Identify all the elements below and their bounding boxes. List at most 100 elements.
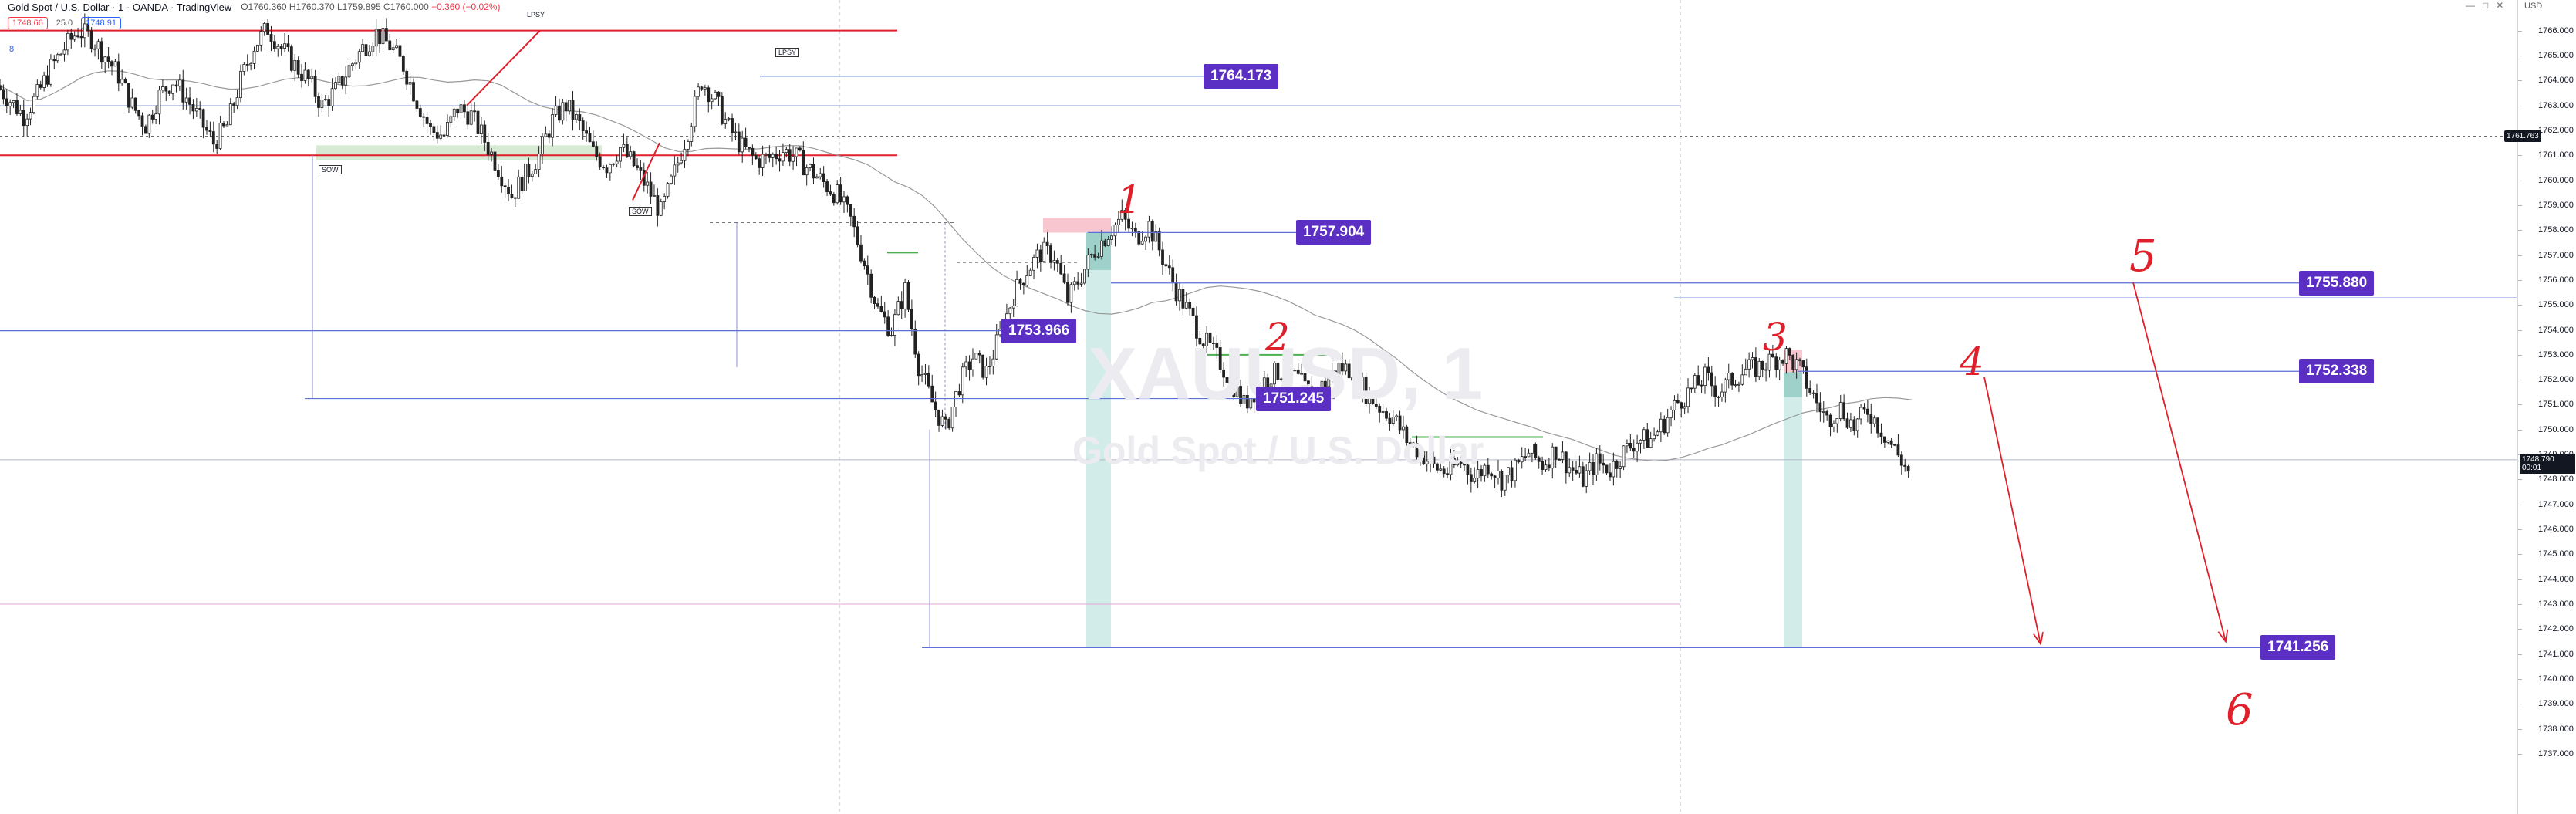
candle-body bbox=[1622, 445, 1626, 468]
candle-body bbox=[625, 144, 629, 157]
candle-body bbox=[432, 126, 436, 133]
entry-zone bbox=[1086, 232, 1111, 270]
candle-body bbox=[1330, 370, 1334, 380]
candle-body bbox=[825, 181, 829, 192]
candle-body bbox=[1571, 467, 1575, 471]
level-price-box[interactable]: 1764.173 bbox=[1204, 63, 1279, 89]
candle-body bbox=[262, 23, 266, 32]
candle-body bbox=[1480, 469, 1483, 477]
candle-body bbox=[500, 176, 504, 187]
candle-body bbox=[1791, 354, 1795, 370]
candle-body bbox=[1835, 418, 1839, 424]
candle-body bbox=[32, 96, 35, 113]
candle-body bbox=[1408, 442, 1412, 444]
y-tick-mark bbox=[2518, 554, 2522, 556]
candle-body bbox=[2, 89, 5, 100]
candle-body bbox=[1602, 462, 1605, 466]
candle-body bbox=[809, 164, 812, 168]
y-tick-mark bbox=[2518, 679, 2522, 680]
candle-body bbox=[103, 56, 107, 63]
y-tick-mark bbox=[2518, 354, 2522, 356]
level-price-box[interactable]: 1751.245 bbox=[1256, 386, 1332, 411]
y-tick-label: 1764.000 bbox=[2538, 76, 2574, 86]
candle-body bbox=[1903, 464, 1907, 467]
y-tick-mark bbox=[2518, 255, 2522, 256]
minimize-icon[interactable]: — bbox=[2466, 0, 2475, 11]
candle-body bbox=[296, 60, 300, 75]
candle-body bbox=[1052, 260, 1056, 263]
price-axis[interactable]: USD 1766.000 1765.000 1764.000 1763.000 1762… bbox=[2517, 0, 2576, 814]
candle-body bbox=[1300, 373, 1304, 375]
candle-body bbox=[605, 167, 609, 174]
candle-body bbox=[1581, 466, 1585, 487]
y-tick-mark bbox=[2518, 80, 2522, 82]
candle-body bbox=[863, 260, 866, 267]
candle-body bbox=[1466, 464, 1470, 475]
y-tick-label: 1738.000 bbox=[2538, 724, 2574, 734]
candle-body bbox=[1774, 356, 1778, 370]
candle-body bbox=[744, 137, 748, 147]
candle-body bbox=[1534, 444, 1538, 458]
candle-body bbox=[1517, 459, 1521, 463]
candle-body bbox=[1324, 380, 1327, 387]
candle-body bbox=[384, 28, 388, 42]
candle-body bbox=[1235, 386, 1239, 397]
y-tick-mark bbox=[2518, 604, 2522, 606]
candle-body bbox=[201, 109, 205, 128]
level-price-box[interactable]: 1755.880 bbox=[2299, 270, 2375, 296]
candle-body bbox=[1541, 461, 1544, 470]
y-tick-label: 1760.000 bbox=[2538, 175, 2574, 185]
sell-button[interactable]: 1748.66 bbox=[8, 17, 48, 29]
candle-body bbox=[225, 124, 229, 127]
level-price-box[interactable]: 1753.966 bbox=[1001, 318, 1077, 343]
candle-body bbox=[731, 118, 734, 133]
candle-body bbox=[1228, 377, 1232, 383]
candle-body bbox=[242, 64, 246, 72]
buy-button[interactable]: 1748.91 bbox=[81, 17, 121, 29]
candle-body bbox=[1828, 414, 1832, 427]
close-icon[interactable]: ✕ bbox=[2496, 0, 2504, 11]
candle-body bbox=[1025, 275, 1029, 285]
candle-body bbox=[1703, 366, 1707, 387]
level-price-box[interactable]: 1741.256 bbox=[2260, 635, 2336, 660]
candle-body bbox=[670, 175, 673, 184]
support-zone bbox=[316, 145, 602, 160]
y-tick-mark bbox=[2518, 728, 2522, 730]
candle-body bbox=[1659, 418, 1663, 433]
candle-body bbox=[1771, 353, 1774, 358]
maximize-icon[interactable]: □ bbox=[2483, 0, 2489, 11]
candle-body bbox=[988, 366, 991, 368]
chart-header: Gold Spot / U.S. Dollar · 1 · OANDA · Tr… bbox=[8, 0, 501, 14]
candle-body bbox=[1191, 307, 1195, 316]
level-price-box[interactable]: 1757.904 bbox=[1296, 220, 1372, 245]
candle-body bbox=[775, 154, 778, 160]
candle-body bbox=[1693, 375, 1697, 389]
ohlc-values: O1760.360 H1760.370 L1759.895 C1760.000 bbox=[241, 2, 429, 12]
candle-body bbox=[388, 40, 392, 51]
candle-body bbox=[1575, 470, 1578, 474]
candle-body bbox=[649, 181, 653, 197]
candle-body bbox=[1205, 333, 1209, 346]
candle-body bbox=[371, 46, 375, 52]
candle-body bbox=[1432, 456, 1436, 464]
candle-body bbox=[137, 110, 141, 117]
candle-body bbox=[39, 84, 42, 88]
candle-body bbox=[819, 173, 822, 177]
candle-body bbox=[1419, 451, 1422, 458]
candle-body bbox=[215, 144, 219, 149]
candle-body bbox=[1167, 265, 1171, 269]
candle-body bbox=[1592, 461, 1595, 475]
candle-body bbox=[1137, 231, 1141, 245]
candle-body bbox=[1340, 363, 1344, 372]
candle-body bbox=[1042, 241, 1046, 262]
last-price: 1748.790 bbox=[2522, 454, 2554, 464]
candle-body bbox=[1286, 360, 1290, 376]
level-price-box[interactable]: 1752.338 bbox=[2299, 359, 2375, 384]
candle-body bbox=[1347, 363, 1351, 379]
axis-currency[interactable]: USD bbox=[2524, 2, 2543, 11]
candle-body bbox=[1595, 453, 1599, 475]
candle-body bbox=[856, 226, 859, 245]
candle-body bbox=[398, 45, 402, 57]
wave-label-1: 1 bbox=[1117, 177, 1142, 222]
